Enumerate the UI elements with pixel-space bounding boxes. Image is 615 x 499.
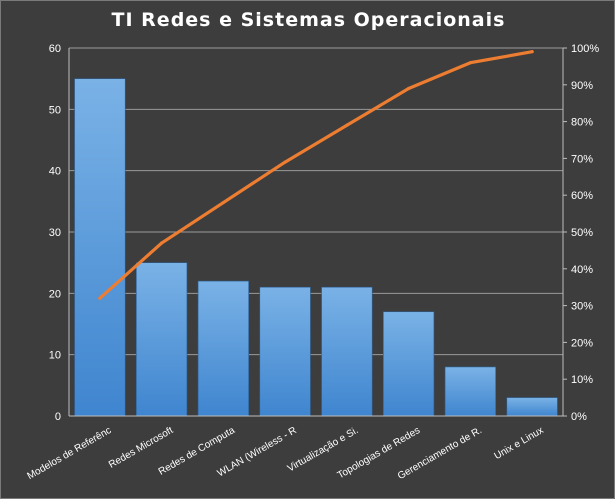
y2-tick-label: 80% bbox=[571, 117, 593, 129]
y2-tick-label: 70% bbox=[571, 153, 593, 165]
bar bbox=[136, 262, 188, 417]
line-point bbox=[407, 86, 411, 91]
line-point bbox=[530, 50, 534, 54]
bar bbox=[383, 311, 435, 417]
y-tick-label: 10 bbox=[49, 350, 61, 362]
bar bbox=[506, 397, 558, 417]
y-tick-label: 30 bbox=[49, 227, 61, 239]
chart-title: TI Redes e Sistemas Operacionais bbox=[111, 9, 506, 31]
y2-tick-label: 40% bbox=[571, 264, 593, 276]
y-tick-label: 60 bbox=[49, 43, 61, 55]
bar bbox=[197, 280, 249, 417]
line-point bbox=[98, 296, 102, 300]
y2-tick-label: 10% bbox=[571, 374, 593, 386]
y2-tick-label: 20% bbox=[571, 337, 593, 349]
line-point bbox=[283, 160, 287, 164]
bar bbox=[259, 286, 311, 417]
line-point bbox=[221, 200, 225, 205]
y-tick-label: 20 bbox=[49, 288, 61, 300]
y2-tick-label: 100% bbox=[571, 43, 599, 55]
y2-tick-label: 90% bbox=[571, 80, 593, 92]
y2-tick-label: 60% bbox=[571, 190, 593, 202]
y2-tick-label: 30% bbox=[571, 301, 593, 313]
x-category-label: Unix e Linux bbox=[492, 425, 545, 462]
bar bbox=[74, 78, 126, 417]
x-category-label: Modelos de Referênc bbox=[26, 425, 114, 482]
y-tick-label: 0 bbox=[55, 411, 61, 423]
y2-tick-label: 0% bbox=[571, 411, 587, 423]
y2-tick-label: 50% bbox=[571, 227, 593, 239]
y-tick-label: 50 bbox=[49, 104, 61, 116]
bar bbox=[444, 366, 496, 417]
y-tick-label: 40 bbox=[49, 166, 61, 178]
bars bbox=[74, 78, 558, 417]
bar bbox=[321, 286, 373, 417]
cumulative-line bbox=[98, 50, 534, 300]
line-point bbox=[160, 241, 164, 245]
line-point bbox=[345, 123, 349, 127]
line-point bbox=[468, 61, 472, 65]
cumulative-percent-line bbox=[98, 50, 534, 300]
